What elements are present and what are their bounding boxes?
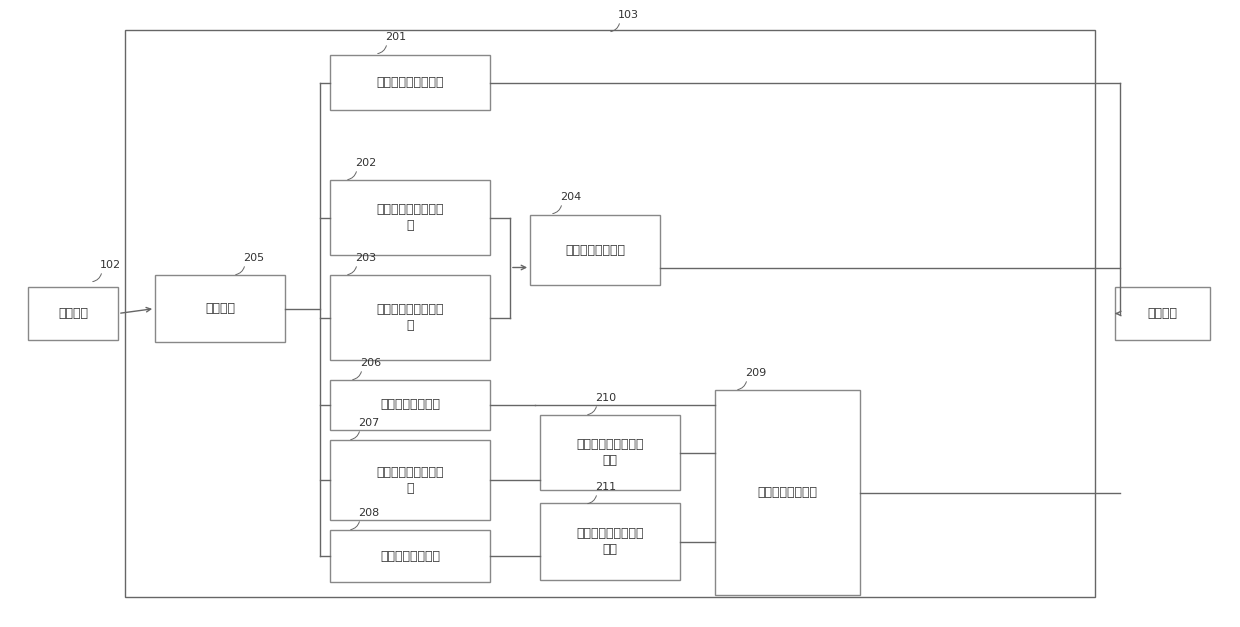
- Text: 211: 211: [595, 482, 616, 492]
- Text: 第一保护位结果确定: 第一保护位结果确定: [577, 527, 644, 540]
- Bar: [529, 215, 660, 285]
- Text: 第二零值字段处理模: 第二零值字段处理模: [376, 303, 444, 316]
- Bar: [125, 30, 1095, 597]
- Text: 205: 205: [243, 253, 264, 263]
- Text: 块: 块: [407, 219, 414, 232]
- Text: 获取模块: 获取模块: [205, 302, 236, 315]
- Text: 模块: 模块: [603, 454, 618, 467]
- Bar: [1115, 287, 1210, 340]
- Text: 207: 207: [358, 418, 379, 428]
- Bar: [539, 415, 680, 490]
- Bar: [155, 275, 285, 342]
- Text: 202: 202: [355, 158, 376, 168]
- Text: 块: 块: [407, 482, 414, 495]
- Bar: [330, 440, 490, 520]
- Bar: [29, 287, 118, 340]
- Bar: [330, 55, 490, 110]
- Text: 指数字段计算模块: 指数字段计算模块: [379, 549, 440, 562]
- Text: 209: 209: [745, 368, 766, 378]
- Text: 203: 203: [355, 253, 376, 263]
- Bar: [330, 180, 490, 255]
- Text: 零值字段输出模块: 零值字段输出模块: [565, 243, 625, 256]
- Bar: [330, 275, 490, 360]
- Text: 块: 块: [407, 319, 414, 332]
- Text: 无穷数字段处理模块: 无穷数字段处理模块: [376, 76, 444, 89]
- Bar: [539, 503, 680, 580]
- Bar: [715, 390, 861, 595]
- Text: 完整尾数字段计算模: 完整尾数字段计算模: [376, 465, 444, 478]
- Text: 尾数字段处理模块: 尾数字段处理模块: [379, 399, 440, 411]
- Text: 编码电路: 编码电路: [1147, 307, 1178, 320]
- Text: 210: 210: [595, 393, 616, 403]
- Text: 模块: 模块: [603, 543, 618, 556]
- Bar: [330, 530, 490, 582]
- Text: 第二保护位结果确定: 第二保护位结果确定: [577, 438, 644, 451]
- Text: 第一零值字段处理模: 第一零值字段处理模: [376, 203, 444, 216]
- Text: 204: 204: [560, 192, 582, 202]
- Text: 102: 102: [100, 260, 122, 270]
- Text: 201: 201: [384, 32, 407, 42]
- Text: 解码电路: 解码电路: [58, 307, 88, 320]
- Bar: [330, 380, 490, 430]
- Text: 206: 206: [360, 358, 381, 368]
- Text: 103: 103: [618, 10, 639, 20]
- Text: 208: 208: [358, 508, 379, 518]
- Text: 运算结果确定模块: 运算结果确定模块: [758, 486, 817, 499]
